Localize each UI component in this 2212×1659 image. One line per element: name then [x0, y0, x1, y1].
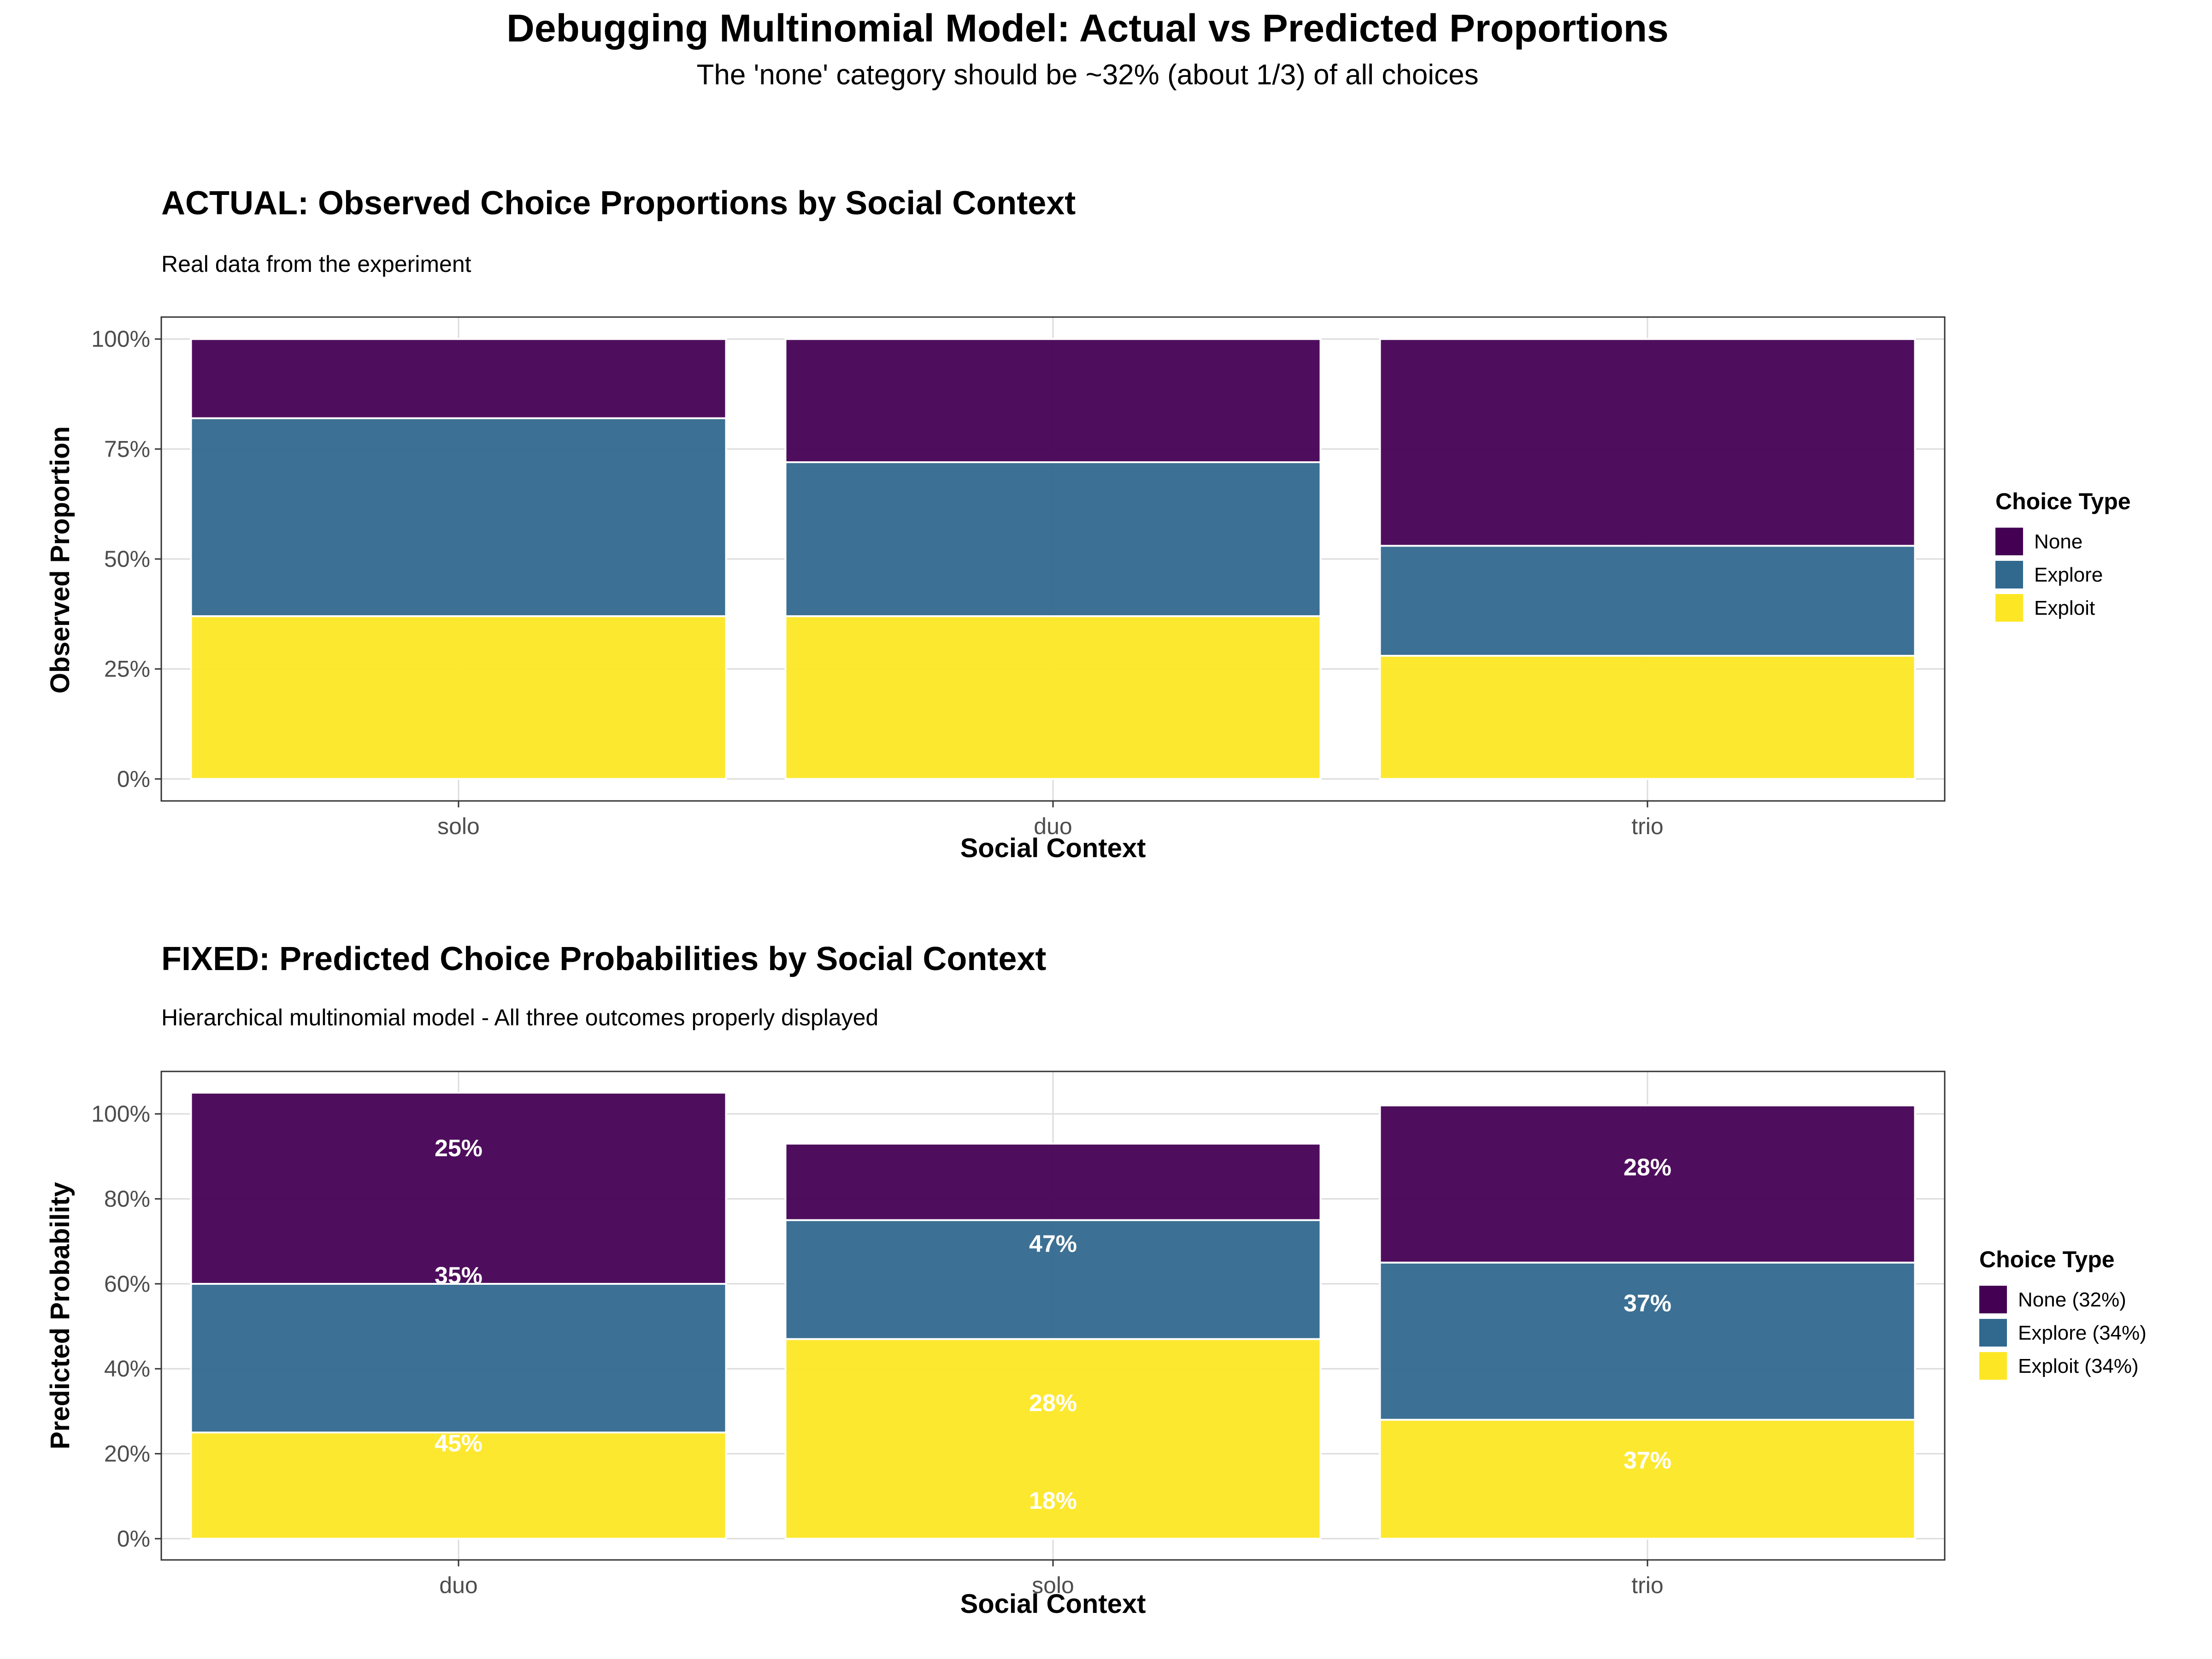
actual-x-tick-label: solo — [437, 813, 480, 839]
predicted-y-tick-label: 100% — [91, 1101, 150, 1127]
actual-legend-swatch-none — [1995, 528, 2023, 555]
predicted-x-tick-label: solo — [1032, 1572, 1074, 1598]
predicted-data-label: 37% — [1624, 1290, 1671, 1317]
actual-legend-label-exploit: Exploit — [2034, 597, 2095, 619]
actual-panel: ACTUAL: Observed Choice Proportions by S… — [45, 185, 2131, 863]
actual-y-axis-title: Observed Proportion — [45, 426, 75, 694]
predicted-bar-trio-exploit — [1379, 1418, 1916, 1540]
predicted-data-label: 45% — [435, 1430, 482, 1457]
actual-x-axis-title: Social Context — [960, 833, 1146, 863]
actual-plot-area: 0% 25% 50% 75% 100% solo duo trio — [91, 316, 1946, 839]
predicted-data-label: 47% — [1029, 1230, 1077, 1257]
predicted-y-tick-label: 0% — [117, 1526, 150, 1552]
predicted-legend-swatch-none — [1979, 1286, 2007, 1313]
actual-legend-label-explore: Explore — [2034, 564, 2103, 586]
predicted-bar-solo-none — [784, 1142, 1322, 1221]
predicted-legend: Choice Type None (32%) Explore (34%) Exploi… — [1979, 1247, 2147, 1380]
predicted-legend-title: Choice Type — [1979, 1247, 2115, 1272]
predicted-panel: FIXED: Predicted Choice Probabilities by… — [45, 941, 2147, 1619]
figure-title: Debugging Multinomial Model: Actual vs P… — [506, 6, 1669, 50]
predicted-bar-solo-exploit — [784, 1338, 1322, 1540]
actual-bar-trio-explore — [1379, 545, 1916, 657]
predicted-x-tick-label: duo — [439, 1572, 477, 1598]
predicted-y-tick-label: 60% — [104, 1271, 150, 1297]
actual-y-tick-label: 25% — [104, 656, 150, 682]
actual-y-tick-label: 50% — [104, 546, 150, 572]
actual-bar-solo-explore — [190, 417, 727, 618]
predicted-data-label: 18% — [1029, 1488, 1077, 1514]
predicted-legend-label-explore: Explore (34%) — [2018, 1322, 2147, 1344]
predicted-bar-solo-explore — [784, 1219, 1322, 1340]
predicted-data-label: 35% — [435, 1262, 482, 1289]
predicted-x-axis-title: Social Context — [960, 1589, 1146, 1619]
actual-legend: Choice Type None Explore Exploit — [1995, 488, 2131, 622]
actual-panel-subtitle: Real data from the experiment — [161, 251, 471, 277]
predicted-bar-duo-exploit — [190, 1431, 727, 1540]
actual-bar-trio-none — [1379, 338, 1916, 547]
actual-bar-duo-none — [784, 338, 1322, 464]
predicted-bar-duo-explore — [190, 1282, 727, 1434]
predicted-legend-label-none: None (32%) — [2018, 1288, 2126, 1311]
actual-bar-duo-exploit — [784, 615, 1322, 780]
predicted-bar-trio-none — [1379, 1104, 1916, 1264]
predicted-data-label: 28% — [1029, 1390, 1077, 1417]
figure-subtitle: The 'none' category should be ~32% (abou… — [696, 59, 1478, 91]
actual-y-tick-label: 100% — [91, 326, 150, 352]
predicted-panel-subtitle: Hierarchical multinomial model - All thr… — [161, 1005, 878, 1030]
actual-legend-title: Choice Type — [1995, 488, 2131, 514]
predicted-data-label: 25% — [435, 1135, 482, 1162]
actual-panel-title: ACTUAL: Observed Choice Proportions by S… — [161, 185, 1076, 222]
predicted-data-label: 28% — [1624, 1154, 1671, 1181]
predicted-y-axis-title: Predicted Probability — [45, 1182, 75, 1449]
actual-legend-swatch-exploit — [1995, 594, 2023, 622]
actual-x-tick-label: trio — [1631, 813, 1663, 839]
actual-x-tick-label: duo — [1034, 813, 1072, 839]
actual-bar-solo-none — [190, 338, 727, 419]
predicted-y-tick-label: 40% — [104, 1356, 150, 1382]
predicted-x-tick-label: trio — [1631, 1572, 1663, 1598]
predicted-legend-swatch-exploit — [1979, 1352, 2007, 1380]
predicted-bar-duo-none — [190, 1092, 727, 1285]
predicted-panel-title: FIXED: Predicted Choice Probabilities by… — [161, 941, 1046, 977]
predicted-y-tick-label: 80% — [104, 1186, 150, 1212]
actual-bar-solo-exploit — [190, 615, 727, 780]
predicted-legend-label-exploit: Exploit (34%) — [2018, 1355, 2139, 1377]
actual-y-tick-label: 0% — [117, 766, 150, 792]
predicted-legend-swatch-explore — [1979, 1319, 2007, 1347]
actual-bar-trio-exploit — [1379, 655, 1916, 780]
predicted-bar-trio-explore — [1379, 1261, 1916, 1421]
predicted-plot-area: 25% 35% 45% 47% 28% 18% 28% 37% 37% 0% 20% 40% 60% 80… — [91, 1071, 1946, 1598]
predicted-data-label: 37% — [1624, 1447, 1671, 1474]
actual-legend-swatch-explore — [1995, 561, 2023, 588]
actual-bar-duo-explore — [784, 461, 1322, 618]
actual-legend-label-none: None — [2034, 530, 2083, 553]
predicted-y-tick-label: 20% — [104, 1441, 150, 1467]
actual-y-tick-label: 75% — [104, 436, 150, 462]
